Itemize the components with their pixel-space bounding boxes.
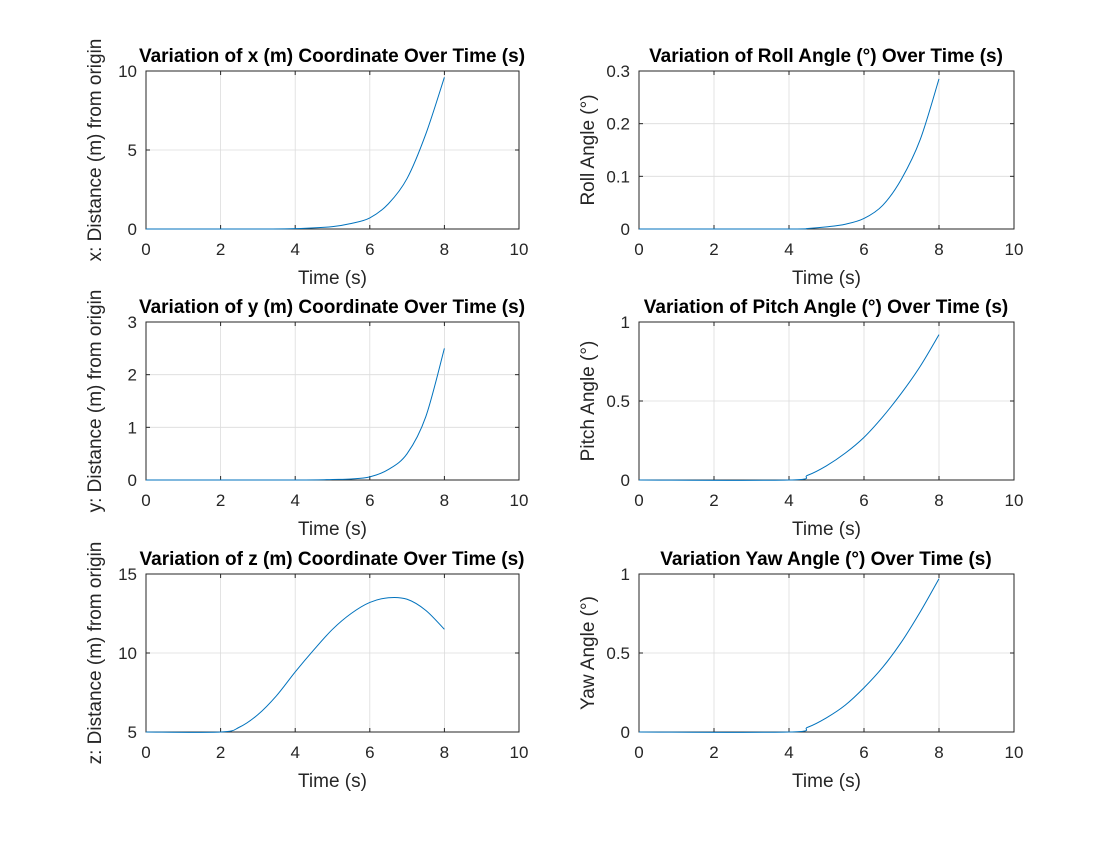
x-axis-label: Time (s) [298,519,367,540]
chart-title: Variation of x (m) Coordinate Over Time … [139,46,525,67]
chart-title: Variation Yaw Angle (°) Over Time (s) [660,549,991,570]
y-axis-label: x: Distance (m) from origin [85,39,106,262]
y-tick-label: 0.5 [606,392,630,411]
x-tick-label: 10 [1005,240,1024,259]
x-tick-label: 4 [784,491,793,510]
y-tick-label: 0 [621,471,630,490]
x-tick-label: 6 [859,240,868,259]
y-axis-label: Roll Angle (°) [578,94,599,205]
y-axis-label: y: Distance (m) from origin [85,290,106,513]
subplot-6: 0 2 4 6 8 10 0 0.5 1 Time (s) Yaw Angle (°) Variati… [578,549,1023,792]
x-tick-label: 6 [859,743,868,762]
x-tick-label: 4 [784,240,793,259]
y-tick-label: 5 [128,723,137,742]
x-tick-label: 0 [141,240,150,259]
axes-box [145,573,520,733]
axes-box [638,321,1015,481]
x-tick-label: 10 [510,491,529,510]
x-tick-label: 2 [709,240,718,259]
x-tick-label: 0 [141,743,150,762]
subplot-1: 0 2 4 6 8 10 0 5 10 Time (s) x: Distance (m) from … [85,39,528,289]
x-tick-label: 0 [634,491,643,510]
x-tick-label: 10 [510,240,529,259]
x-tick-label: 8 [934,491,943,510]
y-axis-label: z: Distance (m) from origin [85,542,106,765]
subplot-5: 0 2 4 6 8 10 5 10 15 Time (s) z: Distance (m) from… [85,542,528,792]
series-line-1 [638,334,940,481]
x-tick-label: 6 [365,240,374,259]
x-tick-label: 2 [709,743,718,762]
x-tick-label: 8 [440,491,449,510]
x-axis-label: Time (s) [298,268,367,289]
y-tick-label: 15 [118,565,137,584]
x-tick-label: 10 [1005,491,1024,510]
y-tick-label: 0 [621,723,630,742]
x-axis-label: Time (s) [792,519,861,540]
x-tick-label: 10 [510,743,529,762]
chart-title: Variation of Pitch Angle (°) Over Time (… [644,297,1008,318]
series-line-1 [145,596,445,733]
y-tick-label: 0.5 [606,644,630,663]
x-tick-label: 0 [141,491,150,510]
x-tick-label: 6 [365,743,374,762]
y-tick-label: 10 [118,644,137,663]
chart-title: Variation of z (m) Coordinate Over Time … [140,549,525,570]
y-tick-label: 3 [128,313,137,332]
series-line-1 [145,77,445,230]
series-line-1 [638,578,940,733]
x-tick-label: 10 [1005,743,1024,762]
x-tick-label: 2 [216,743,225,762]
y-tick-label: 0 [128,220,137,239]
x-tick-label: 4 [290,491,299,510]
y-tick-label: 1 [128,418,137,437]
y-tick-label: 10 [118,62,137,81]
x-tick-label: 8 [440,240,449,259]
subplot-3: 0 2 4 6 8 10 0 1 2 3 Time (s) y: Distance (m) from … [85,290,528,540]
plot-area [639,71,1014,229]
x-axis-label: Time (s) [792,771,861,792]
y-axis-label: Yaw Angle (°) [578,596,599,710]
x-tick-label: 2 [216,491,225,510]
axes-box [638,70,1015,230]
y-tick-label: 5 [128,141,137,160]
x-tick-label: 0 [634,743,643,762]
x-tick-label: 8 [440,743,449,762]
axes-box [145,70,520,230]
y-tick-label: 1 [621,313,630,332]
y-tick-label: 0 [128,471,137,490]
series-line-1 [145,348,445,481]
y-tick-label: 1 [621,565,630,584]
x-tick-label: 8 [934,240,943,259]
x-tick-label: 8 [934,743,943,762]
y-tick-label: 0.2 [606,115,630,134]
series-line-1 [638,78,940,230]
x-tick-label: 2 [709,491,718,510]
y-tick-label: 0.3 [606,62,630,81]
x-tick-label: 4 [784,743,793,762]
chart-title: Variation of Roll Angle (°) Over Time (s… [649,46,1003,67]
y-axis-label: Pitch Angle (°) [578,341,599,462]
x-axis-label: Time (s) [792,268,861,289]
subplot-4: 0 2 4 6 8 10 0 0.5 1 Time (s) Pitch Angle (°) Varia… [578,297,1023,540]
y-tick-label: 0 [621,220,630,239]
axes-box [145,321,520,481]
x-tick-label: 6 [365,491,374,510]
axes-box [638,573,1015,733]
x-tick-label: 4 [290,240,299,259]
chart-title: Variation of y (m) Coordinate Over Time … [139,297,525,318]
x-axis-label: Time (s) [298,771,367,792]
plot-area [146,322,519,480]
x-tick-label: 0 [634,240,643,259]
y-tick-label: 2 [128,366,137,385]
y-tick-label: 0.1 [606,167,630,186]
subplot-2: 0 2 4 6 8 10 0 0.1 0.2 0.3 Time (s) Roll Angle (°) V… [578,46,1023,289]
x-tick-label: 2 [216,240,225,259]
x-tick-label: 4 [290,743,299,762]
x-tick-label: 6 [859,491,868,510]
